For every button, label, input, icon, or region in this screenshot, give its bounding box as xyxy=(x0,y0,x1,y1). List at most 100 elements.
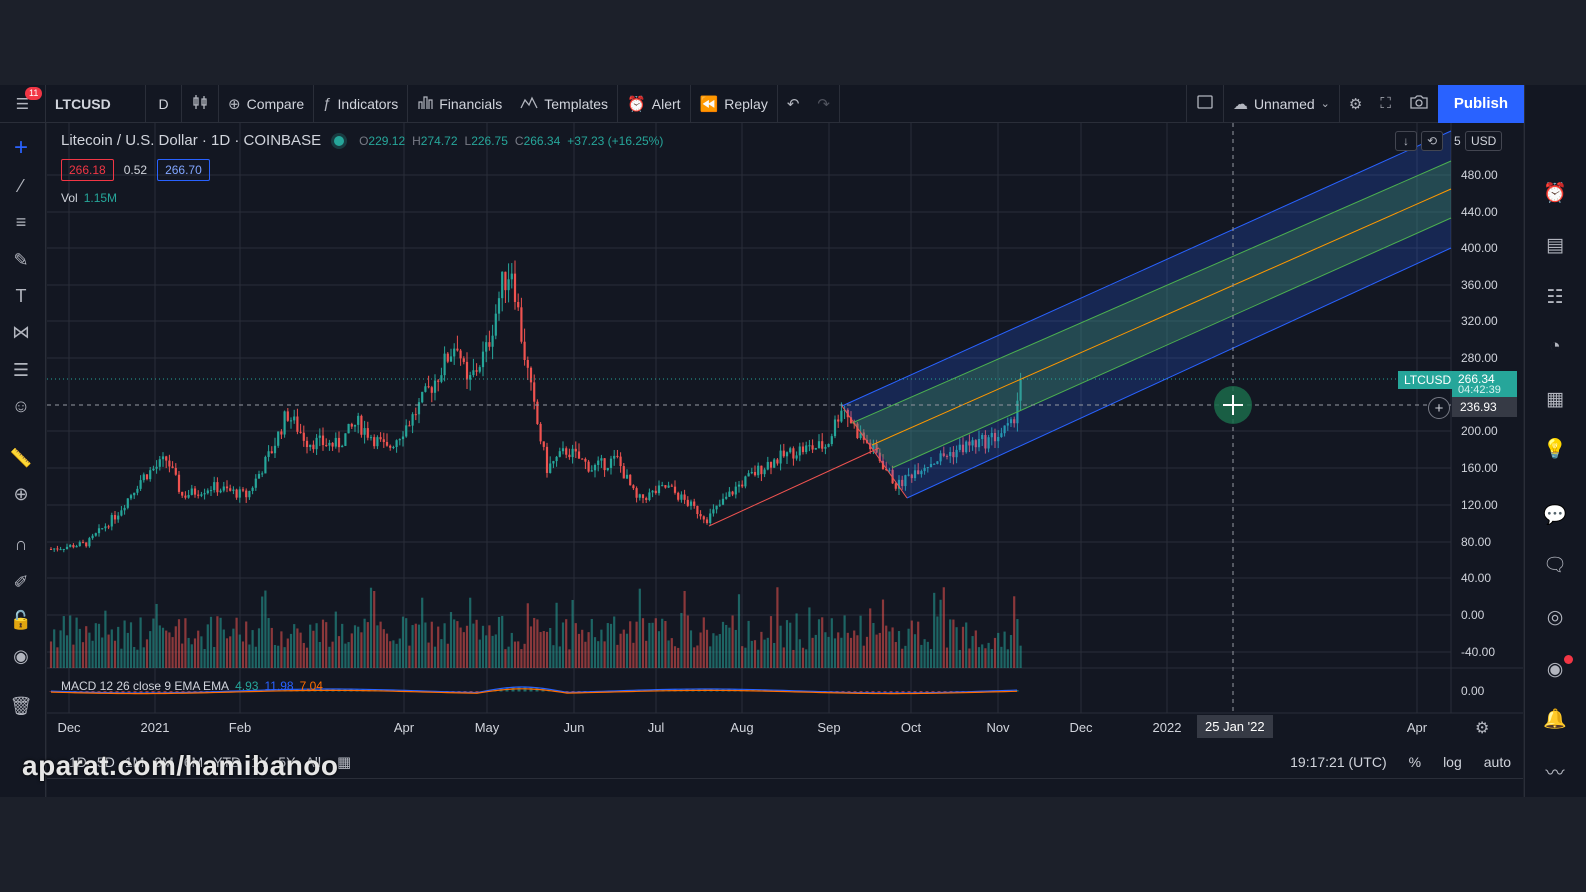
volume-bar xyxy=(283,647,286,668)
ruler-tool[interactable]: 📏 xyxy=(6,443,36,473)
crosshair xyxy=(47,123,1451,713)
chat-widget-button[interactable]: 💬 xyxy=(1535,497,1575,533)
alarm-widget-button[interactable]: ⏰ xyxy=(1535,175,1575,211)
interval-button[interactable]: D xyxy=(146,84,182,123)
range-1m[interactable]: 1M xyxy=(124,754,145,770)
candle xyxy=(507,263,510,303)
range-ytd[interactable]: YTD xyxy=(213,754,242,770)
emoji-tool[interactable]: ☺ xyxy=(6,391,36,421)
volume-bar xyxy=(814,634,817,668)
indicators-button[interactable]: ƒ Indicators xyxy=(314,84,409,123)
trend-line-tool[interactable]: ⁄ xyxy=(6,171,36,201)
grid-calendar-widget-button[interactable]: ▦ xyxy=(1535,381,1575,417)
refresh-icon: ⟲ xyxy=(1426,134,1438,148)
percent-toggle[interactable]: % xyxy=(1408,754,1422,770)
clock-widget-button[interactable]: ◔ xyxy=(1535,329,1575,365)
volume-bar xyxy=(939,599,942,668)
range-all[interactable]: All xyxy=(305,754,321,770)
range-5d[interactable]: 5D xyxy=(96,754,115,770)
select-layout-button[interactable] xyxy=(1185,84,1224,123)
magnet-tool[interactable]: ∩ xyxy=(6,529,36,559)
replay-button[interactable]: ⏪ Replay xyxy=(691,84,778,123)
layout-name-button[interactable]: ☁ Unnamed ⌄ xyxy=(1224,84,1340,123)
range-6m[interactable]: 6M xyxy=(183,754,204,770)
candle xyxy=(933,463,936,465)
chart-canvas[interactable] xyxy=(47,123,1523,797)
scroll-down-button[interactable]: ↓ xyxy=(1395,131,1417,151)
snapshot-button[interactable] xyxy=(1400,85,1438,123)
currency-selector[interactable]: USD xyxy=(1465,131,1503,151)
candle xyxy=(421,391,424,404)
auto-toggle[interactable]: auto xyxy=(1483,754,1511,770)
brush-tool[interactable]: ✎ xyxy=(6,245,36,275)
candle xyxy=(833,415,837,439)
range-1y[interactable]: 1Y xyxy=(251,754,269,770)
eye-tool[interactable]: ◉ xyxy=(6,641,36,671)
utc-clock[interactable]: 19:17:21 (UTC) xyxy=(1290,754,1387,770)
redo-button[interactable]: ↷ xyxy=(808,84,840,123)
publish-button[interactable]: Publish xyxy=(1437,84,1524,123)
volume-bar xyxy=(545,631,549,668)
sell-price[interactable]: 266.18 xyxy=(61,159,114,181)
comment-widget-button[interactable]: 🗨 xyxy=(1535,547,1575,583)
candle xyxy=(488,330,491,351)
market-status-dot[interactable] xyxy=(334,135,345,146)
templates-button[interactable]: Templates xyxy=(511,84,619,123)
idea-bulb-widget-button[interactable]: 💡 xyxy=(1535,431,1575,467)
chart-wave-widget-button[interactable]: 〰 xyxy=(1535,753,1575,789)
candle xyxy=(209,486,213,496)
zoom-tool[interactable]: ⊕ xyxy=(6,479,36,509)
range-3m[interactable]: 3M xyxy=(154,754,174,770)
lock-drawing-tool[interactable]: ✐ xyxy=(6,567,36,597)
fib-tool[interactable]: ≡ xyxy=(6,207,36,237)
range-5y[interactable]: 5Y xyxy=(278,754,296,770)
macd-histogram-bar xyxy=(865,691,869,694)
chart-type-button[interactable] xyxy=(182,84,219,123)
reset-scale-button[interactable]: ⟲ xyxy=(1421,131,1443,151)
add-alert-plus-icon[interactable]: + xyxy=(1428,397,1450,419)
fullscreen-button[interactable]: ⛶ xyxy=(1371,85,1400,123)
macd-histogram-bar xyxy=(145,691,149,694)
log-toggle[interactable]: log xyxy=(1443,754,1462,770)
volume-bar xyxy=(587,632,590,668)
crosshair-tool[interactable]: + xyxy=(6,133,36,163)
candle xyxy=(232,486,235,495)
settings-button[interactable]: ⚙ xyxy=(1340,85,1371,123)
symbol-search-button[interactable]: LTCUSD xyxy=(46,84,146,123)
volume-bar xyxy=(837,632,840,668)
calendar-range-icon[interactable]: ▦ xyxy=(336,754,352,771)
candle xyxy=(872,439,875,455)
streams-widget-button[interactable]: ◎ xyxy=(1535,599,1575,635)
broadcast-widget-button[interactable]: ◉ xyxy=(1535,651,1575,687)
candle xyxy=(805,441,808,455)
fullscreen-icon: ⛶ xyxy=(1380,95,1391,112)
axis-settings-gear-icon[interactable]: ⚙ xyxy=(1475,720,1490,737)
calendar-list-widget-button[interactable]: ☷ xyxy=(1535,279,1575,315)
compare-button[interactable]: ⊕ Compare xyxy=(219,84,315,123)
chart-pane[interactable]: Litecoin / U.S. Dollar · 1D · COINBASE O… xyxy=(47,123,1523,797)
financials-button[interactable]: Financials xyxy=(408,85,511,123)
text-tool[interactable]: T xyxy=(6,281,36,311)
alert-button[interactable]: ⏰ Alert xyxy=(618,84,691,123)
volume-bar xyxy=(910,620,913,668)
menu-button[interactable]: ☰ 11 xyxy=(0,84,46,123)
candle xyxy=(277,431,280,448)
lock-tool[interactable]: 🔓 xyxy=(6,605,36,635)
bell-widget-button[interactable]: 🔔 xyxy=(1535,701,1575,737)
trash-tool[interactable]: 🗑 xyxy=(6,691,36,721)
volume-bar xyxy=(85,626,88,668)
eye-icon: ◉ xyxy=(13,645,29,666)
close-value: C266.34 xyxy=(514,133,561,148)
forecast-tool[interactable]: ☰ xyxy=(6,355,36,385)
candle xyxy=(689,499,693,510)
volume-bar xyxy=(792,649,795,668)
volume-bar xyxy=(184,618,187,668)
undo-button[interactable]: ↶ xyxy=(778,85,809,123)
volume-bar xyxy=(123,620,126,668)
pattern-tool[interactable]: ⋈ xyxy=(6,317,36,347)
range-1d[interactable]: 1D xyxy=(69,754,87,770)
bar-countdown: 04:42:39 xyxy=(1458,384,1501,396)
news-widget-button[interactable]: ▤ xyxy=(1535,227,1575,263)
buy-price[interactable]: 266.70 xyxy=(157,159,210,181)
volume-bar xyxy=(712,633,715,668)
